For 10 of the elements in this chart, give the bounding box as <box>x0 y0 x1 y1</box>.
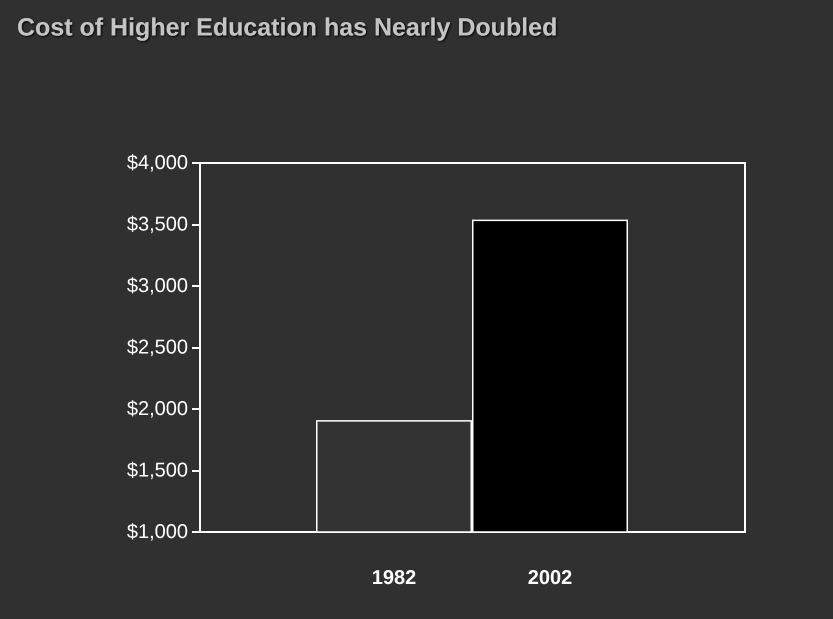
y-tick-label: $2,500 <box>126 336 188 358</box>
y-tick-label: $2,000 <box>126 398 188 420</box>
chart-title: Cost of Higher Education has Nearly Doubled <box>17 14 558 42</box>
y-tick-label: $3,500 <box>126 214 188 236</box>
y-tick-label: $3,000 <box>126 275 188 297</box>
y-tick-label: $1,500 <box>126 460 188 482</box>
x-tick-label: 1982 <box>372 567 416 589</box>
x-tick-label: 2002 <box>528 567 572 589</box>
y-tick-label: $1,000 <box>126 521 188 543</box>
y-tick-label: $4,000 <box>126 152 188 174</box>
